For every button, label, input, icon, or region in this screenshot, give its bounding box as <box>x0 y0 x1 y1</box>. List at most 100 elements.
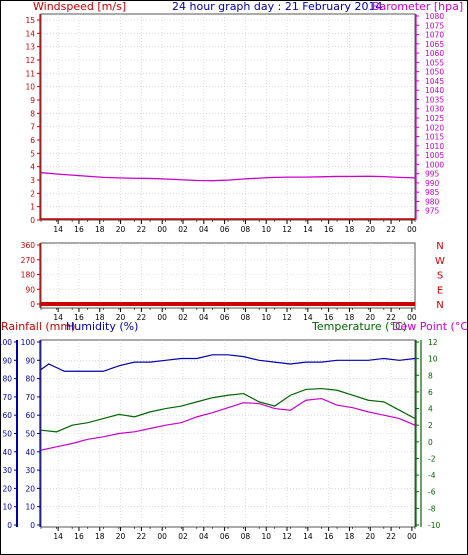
y-tick-label-humidity: 100 <box>21 338 36 347</box>
direction-label: E <box>437 285 443 296</box>
x-tick-label: 18 <box>345 225 355 234</box>
rainfall-label: Rainfall (mm) <box>1 320 75 333</box>
y-tick-label-humidity: 80 <box>25 375 35 384</box>
x-tick-label: 04 <box>199 225 209 234</box>
x-tick-label: 20 <box>116 532 126 541</box>
x-tick-label: 12 <box>282 313 292 322</box>
x-tick-label: 20 <box>365 532 375 541</box>
x-tick-label: 16 <box>74 313 84 322</box>
y-tick-label-left: 12 <box>25 56 35 65</box>
x-tick-label: 16 <box>324 532 334 541</box>
y-tick-label-right: -2 <box>428 454 436 463</box>
temperature-label: Temperature (°C) <box>311 320 407 333</box>
x-tick-label: 00 <box>157 532 167 541</box>
y-tick-label-right: -6 <box>428 488 436 497</box>
x-tick-label: 22 <box>137 313 147 322</box>
x-tick-label: 14 <box>53 532 63 541</box>
y-tick-label-left: 6 <box>30 136 35 145</box>
series-humidity <box>40 354 416 372</box>
direction-label: N <box>436 300 443 311</box>
x-tick-label: 00 <box>407 225 417 234</box>
x-tick-label: 06 <box>220 532 230 541</box>
x-tick-label: 14 <box>303 225 313 234</box>
x-tick-label: 10 <box>261 532 271 541</box>
y-tick-label-right: 1020 <box>425 123 444 132</box>
barometer-label: Barometer [hpa] <box>372 0 463 13</box>
y-tick-label-rain: 20 <box>2 484 12 493</box>
x-tick-label: 08 <box>241 532 251 541</box>
x-tick-label: 00 <box>407 532 417 541</box>
y-tick-label-left: 270 <box>21 256 36 265</box>
y-tick-label-left: 90 <box>25 285 35 294</box>
x-tick-label: 18 <box>95 225 105 234</box>
x-tick-label: 02 <box>178 532 188 541</box>
y-tick-label-left: 2 <box>30 189 35 198</box>
x-tick-label: 22 <box>386 225 396 234</box>
direction-label: N <box>436 241 443 252</box>
graph-title: 24 hour graph day : 21 February 2014 <box>172 0 383 13</box>
y-tick-label-left: 4 <box>30 163 35 172</box>
y-tick-label-left: 0 <box>30 300 35 309</box>
y-tick-label-right: 1060 <box>425 49 444 58</box>
y-tick-label-right: 1055 <box>425 58 444 67</box>
x-tick-label: 14 <box>303 532 313 541</box>
x-tick-label: 00 <box>157 225 167 234</box>
y-tick-label-left: 9 <box>30 96 35 105</box>
y-tick-label-right: 1035 <box>425 95 444 104</box>
y-tick-label-humidity: 90 <box>25 356 35 365</box>
y-tick-label-humidity: 20 <box>25 484 35 493</box>
y-tick-label-right: 1075 <box>425 21 444 30</box>
y-tick-label-left: 0 <box>30 216 35 225</box>
y-tick-label-right: 1045 <box>425 77 444 86</box>
y-tick-label-right: 975 <box>425 207 440 216</box>
y-tick-label-left: 13 <box>25 43 35 52</box>
y-tick-label-right: -4 <box>428 471 436 480</box>
y-tick-label-left: 3 <box>30 176 35 185</box>
y-tick-label-left: 14 <box>25 29 35 38</box>
y-tick-label-left: 11 <box>25 69 35 78</box>
y-tick-label-rain: 40 <box>2 448 12 457</box>
y-tick-label-right: 1025 <box>425 114 444 123</box>
x-tick-label: 12 <box>282 532 292 541</box>
y-tick-label-left: 8 <box>30 109 35 118</box>
x-tick-label: 08 <box>241 225 251 234</box>
y-tick-label-right: 8 <box>428 371 433 380</box>
y-tick-label-rain: 10 <box>2 503 12 512</box>
x-tick-label: 02 <box>178 225 188 234</box>
y-tick-label-humidity: 70 <box>25 393 35 402</box>
y-tick-label-right: 1050 <box>425 68 444 77</box>
y-tick-label-right: -8 <box>428 504 436 513</box>
x-tick-label: 02 <box>178 313 188 322</box>
y-tick-label-right: 2 <box>428 421 433 430</box>
x-tick-label: 18 <box>345 532 355 541</box>
x-tick-label: 18 <box>95 532 105 541</box>
series-barometer <box>40 172 416 182</box>
y-tick-label-right: 995 <box>425 170 440 179</box>
y-tick-label-humidity: 0 <box>30 521 35 530</box>
y-tick-label-humidity: 40 <box>25 448 35 457</box>
y-tick-label-left: 7 <box>30 123 35 132</box>
x-tick-label: 20 <box>365 225 375 234</box>
x-tick-label: 22 <box>137 225 147 234</box>
x-tick-label: 18 <box>345 313 355 322</box>
x-tick-label: 22 <box>137 532 147 541</box>
y-tick-label-humidity: 10 <box>25 503 35 512</box>
panel-frame <box>40 242 416 309</box>
x-tick-label: 20 <box>116 225 126 234</box>
x-tick-label: 00 <box>407 313 417 322</box>
direction-label: S <box>437 271 443 282</box>
y-tick-label-left: 1 <box>30 203 35 212</box>
y-tick-label-right: 1080 <box>425 12 444 21</box>
y-tick-label-right: 10 <box>428 355 438 364</box>
y-tick-label-rain: 100 <box>0 338 12 347</box>
x-tick-label: 16 <box>324 225 334 234</box>
y-tick-label-right: 6 <box>428 388 433 397</box>
x-tick-label: 16 <box>74 532 84 541</box>
x-tick-label: 00 <box>157 313 167 322</box>
y-tick-label-humidity: 50 <box>25 430 35 439</box>
y-tick-label-rain: 90 <box>2 356 12 365</box>
y-tick-label-right: 1070 <box>425 31 444 40</box>
x-tick-label: 16 <box>324 313 334 322</box>
